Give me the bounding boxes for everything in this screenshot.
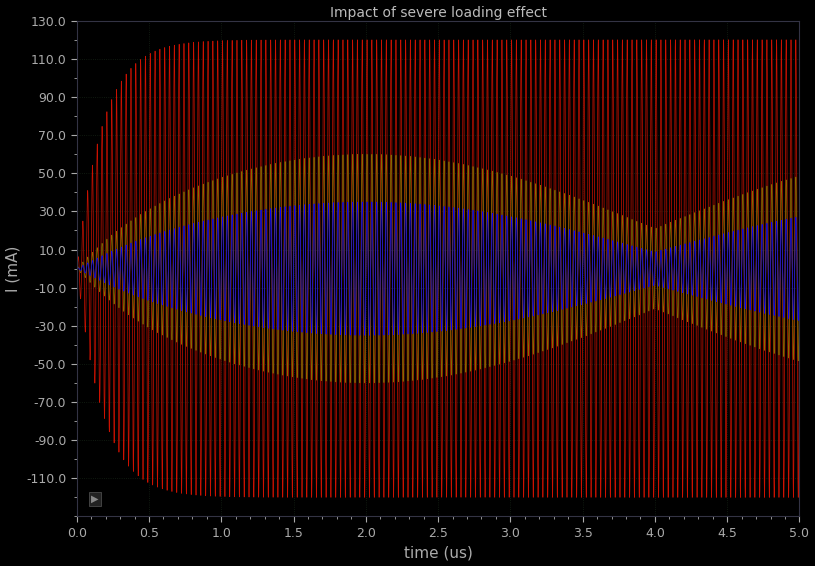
Y-axis label: I (mA): I (mA): [6, 246, 20, 292]
X-axis label: time (us): time (us): [403, 546, 473, 560]
Text: ▶: ▶: [91, 494, 99, 504]
Title: Impact of severe loading effect: Impact of severe loading effect: [329, 6, 547, 20]
